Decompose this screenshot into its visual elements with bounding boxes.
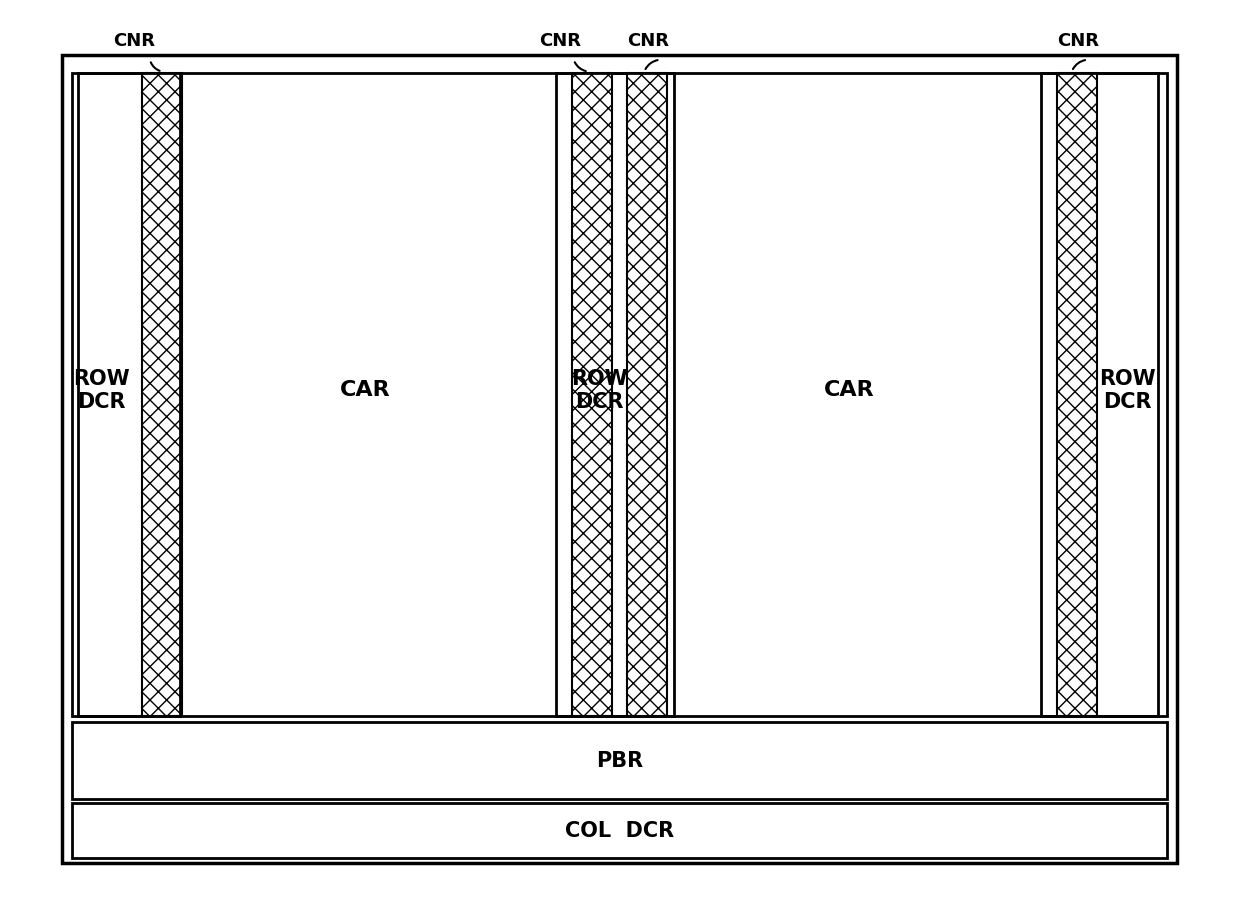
Text: CNR: CNR bbox=[627, 32, 669, 50]
Text: CNR: CNR bbox=[1057, 32, 1099, 50]
Bar bbox=[142, 73, 182, 716]
Bar bbox=[78, 73, 180, 716]
Text: CAR: CAR bbox=[824, 380, 873, 400]
Bar bbox=[142, 73, 182, 716]
Bar bbox=[72, 73, 1167, 716]
Text: PBR: PBR bbox=[596, 751, 643, 770]
Text: CNR: CNR bbox=[113, 32, 155, 50]
Bar bbox=[1057, 73, 1097, 716]
Text: COL  DCR: COL DCR bbox=[565, 821, 674, 841]
Bar bbox=[72, 803, 1167, 858]
Text: CNR: CNR bbox=[539, 32, 581, 50]
Bar bbox=[572, 73, 612, 716]
Bar bbox=[72, 722, 1167, 799]
Text: ROW
DCR: ROW DCR bbox=[571, 368, 628, 412]
Bar bbox=[572, 73, 612, 716]
Bar bbox=[62, 55, 1177, 863]
Text: ROW
DCR: ROW DCR bbox=[73, 368, 130, 412]
Bar bbox=[1057, 73, 1097, 716]
Bar bbox=[627, 73, 667, 716]
Bar bbox=[627, 73, 667, 716]
Text: CAR: CAR bbox=[341, 380, 390, 400]
Text: ROW
DCR: ROW DCR bbox=[1099, 368, 1156, 412]
Bar bbox=[1041, 73, 1158, 716]
Bar bbox=[556, 73, 674, 716]
